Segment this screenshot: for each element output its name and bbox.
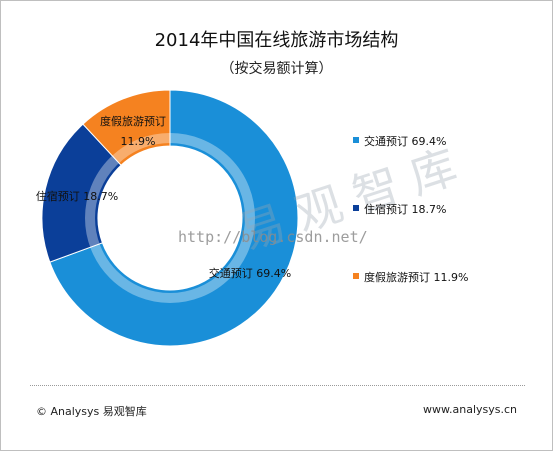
footer-divider [30,385,525,386]
slice-label-vacation-name: 度假旅游预订 [100,114,166,128]
legend-swatch-lodging [353,205,359,211]
legend-label-transport: 交通预订 69.4% [364,134,446,148]
legend-label-lodging: 住宿预订 18.7% [364,202,446,216]
footer-copyright: © Analysys 易观智库 [36,405,147,418]
watermark-url: http://blog.csdn.net/ [178,228,368,246]
chart-title: 2014年中国在线旅游市场结构 [154,30,399,51]
inner-ring-highlight [85,133,255,303]
slice-label-lodging: 住宿预订 18.7% [36,189,118,203]
slice-transport [49,89,299,347]
chart-subtitle: （按交易额计算） [220,61,333,77]
legend-swatch-vacation [353,273,359,279]
footer-website: www.analysys.cn [423,403,517,416]
legend-label-vacation: 度假旅游预订 11.9% [364,270,468,284]
legend-swatch-transport [353,137,359,143]
slice-labels: 交通预订 69.4% 住宿预订 18.7% 度假旅游预订 11.9% [36,114,291,280]
slice-label-transport: 交通预订 69.4% [209,266,291,280]
slice-vacation [82,89,171,166]
donut-slices [41,89,299,347]
legend: 交通预订 69.4% 住宿预订 18.7% 度假旅游预订 11.9% [353,134,468,284]
slice-label-vacation-value: 11.9% [121,135,156,148]
